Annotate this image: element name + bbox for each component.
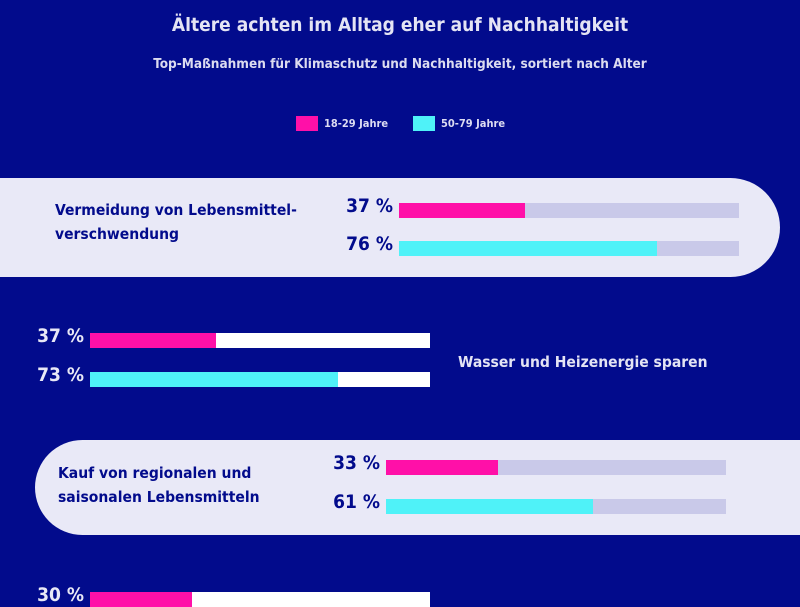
bar-track bbox=[90, 372, 430, 387]
chart-title: Ältere achten im Alltag eher auf Nachhal… bbox=[171, 14, 629, 36]
legend-item-old: 50-79 Jahre bbox=[413, 116, 505, 131]
bar-50-79 bbox=[386, 499, 594, 514]
bar-track bbox=[399, 241, 739, 256]
category-label: Kauf von regionalen und saisonalen Lebens… bbox=[58, 464, 260, 506]
legend-label: 18-29 Jahre bbox=[324, 117, 389, 130]
bar-track bbox=[90, 333, 430, 348]
bar-50-79 bbox=[399, 241, 658, 256]
data-label: 61 % bbox=[333, 491, 380, 513]
data-label: 33 % bbox=[333, 452, 380, 474]
chart-subtitle: Top-Maßnahmen für Klimaschutz und Nachha… bbox=[153, 56, 647, 72]
category-panel bbox=[0, 178, 780, 277]
bar-18-29 bbox=[399, 203, 525, 218]
data-label: 30 % bbox=[37, 584, 84, 606]
data-label: 37 % bbox=[346, 195, 393, 217]
data-label: 37 % bbox=[37, 325, 84, 347]
bar-track bbox=[399, 203, 739, 218]
legend-swatch bbox=[413, 116, 435, 131]
data-label: 76 % bbox=[346, 233, 393, 255]
bar-50-79 bbox=[90, 372, 339, 387]
legend-label: 50-79 Jahre bbox=[441, 117, 506, 130]
legend-item-young: 18-29 Jahre bbox=[296, 116, 388, 131]
legend-swatch bbox=[296, 116, 318, 131]
bar-18-29 bbox=[90, 333, 216, 348]
bar-track bbox=[386, 499, 726, 514]
category-label: Vermeidung von Lebensmittel-verschwendun… bbox=[55, 201, 297, 243]
bar-track bbox=[386, 460, 726, 475]
category-panel bbox=[35, 440, 800, 535]
bar-18-29 bbox=[386, 460, 499, 475]
data-label: 73 % bbox=[37, 364, 84, 386]
category-label: Wasser und Heizenergie sparen bbox=[458, 353, 708, 371]
